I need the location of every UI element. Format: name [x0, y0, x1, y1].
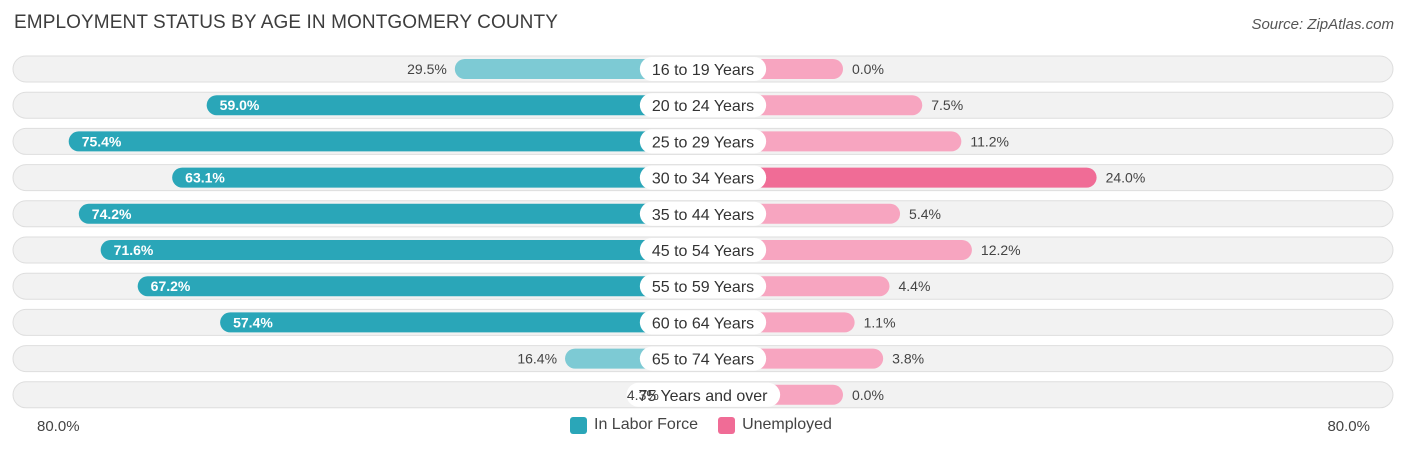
- unemployed-value-label: 11.2%: [970, 133, 1009, 149]
- labor-value-label: 67.2%: [151, 278, 191, 294]
- labor-bar: [220, 312, 703, 333]
- unemployed-bar: [703, 240, 972, 260]
- legend-item-unemployed: Unemployed: [718, 416, 832, 434]
- category-label: 16 to 19 Years: [652, 62, 754, 79]
- category-label: 60 to 64 Years: [652, 315, 754, 332]
- unemployed-value-label: 0.0%: [852, 387, 884, 403]
- category-pill: [639, 238, 767, 262]
- labor-value-label: 63.1%: [185, 170, 225, 186]
- category-pill: [639, 57, 767, 81]
- category-pill: [626, 382, 781, 407]
- category-label: 55 to 59 Years: [652, 279, 754, 296]
- legend-swatch-unemployed: [718, 416, 736, 434]
- category-pill: [639, 274, 767, 299]
- chart-title: EMPLOYMENT STATUS BY AGE IN MONTGOMERY C…: [14, 12, 558, 33]
- labor-value-label: 59.0%: [220, 97, 260, 113]
- category-pill: [639, 129, 767, 154]
- category-label: 65 to 74 Years: [652, 352, 754, 369]
- unemployed-value-label: 24.0%: [1106, 170, 1146, 186]
- axis-label-right: 80.0%: [1327, 418, 1370, 435]
- category-pill: [639, 346, 767, 371]
- labor-value-label: 16.4%: [517, 351, 557, 367]
- category-pill: [639, 165, 767, 190]
- unemployed-value-label: 4.4%: [898, 278, 930, 294]
- legend-item-labor: In Labor Force: [570, 416, 698, 434]
- unemployed-bar: [703, 131, 962, 152]
- category-label: 75 Years and over: [639, 388, 769, 405]
- unemployed-bar: [703, 167, 1097, 188]
- category-label: 30 to 34 Years: [652, 171, 754, 188]
- legend-label-unemployed: Unemployed: [742, 416, 832, 433]
- legend: In Labor Force Unemployed: [570, 416, 852, 434]
- category-label: 45 to 54 Years: [652, 243, 754, 260]
- category-pill: [639, 201, 767, 226]
- labor-bar: [206, 95, 703, 116]
- labor-value-label: 75.4%: [82, 133, 122, 149]
- labor-bar: [68, 131, 703, 152]
- category-pill: [639, 310, 767, 335]
- category-label: 20 to 24 Years: [652, 98, 754, 115]
- labor-value-label: 74.2%: [92, 206, 132, 222]
- labor-value-label: 4.3%: [627, 387, 659, 403]
- labor-bar: [78, 203, 704, 224]
- legend-swatch-labor: [570, 416, 587, 434]
- category-label: 25 to 29 Years: [652, 134, 754, 151]
- labor-value-label: 29.5%: [407, 61, 447, 77]
- labor-bar: [172, 167, 703, 188]
- labor-bar: [137, 276, 703, 297]
- labor-value-label: 71.6%: [114, 242, 154, 258]
- unemployed-value-label: 1.1%: [864, 314, 896, 330]
- unemployed-value-label: 3.8%: [892, 351, 924, 367]
- unemployed-value-label: 0.0%: [852, 61, 884, 77]
- unemployed-value-label: 7.5%: [931, 97, 963, 113]
- category-pill: [639, 93, 767, 118]
- labor-bar: [100, 240, 704, 260]
- legend-label-labor: In Labor Force: [594, 416, 699, 433]
- unemployed-value-label: 5.4%: [909, 206, 941, 222]
- unemployed-value-label: 12.2%: [981, 242, 1021, 258]
- category-label: 35 to 44 Years: [652, 207, 754, 224]
- labor-value-label: 57.4%: [233, 314, 273, 330]
- axis-label-left: 80.0%: [37, 418, 80, 435]
- source-note: Source: ZipAtlas.com: [1251, 16, 1394, 33]
